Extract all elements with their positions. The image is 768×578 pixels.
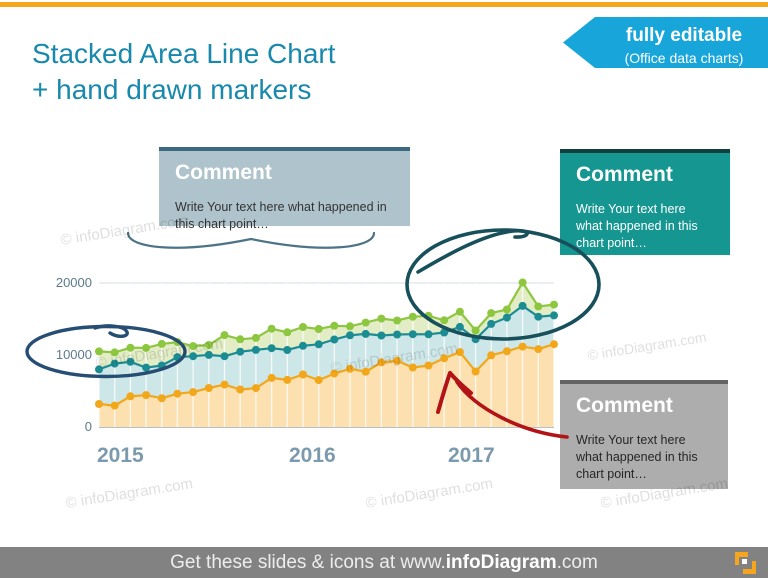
- svg-text:0: 0: [85, 419, 92, 434]
- svg-text:2015: 2015: [97, 444, 144, 467]
- svg-text:2017: 2017: [448, 444, 495, 467]
- svg-text:2016: 2016: [289, 444, 336, 467]
- svg-text:10000: 10000: [56, 347, 92, 362]
- svg-text:20000: 20000: [56, 275, 92, 290]
